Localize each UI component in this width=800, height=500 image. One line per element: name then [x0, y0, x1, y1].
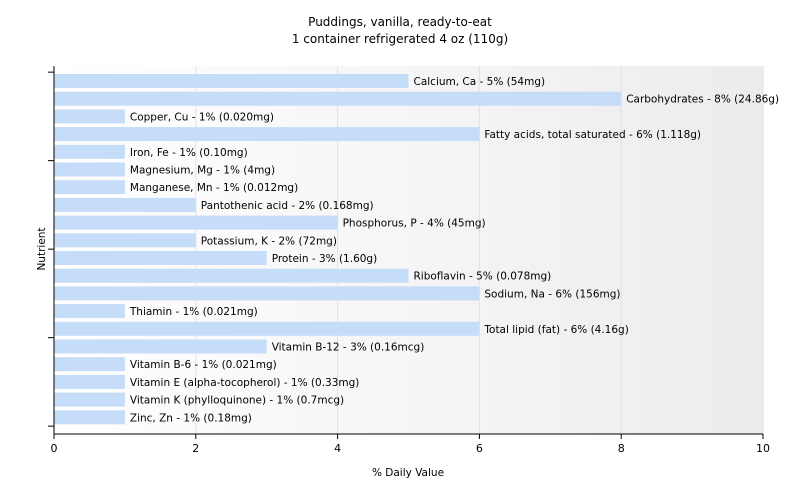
x-tick-label: 6 [476, 442, 483, 455]
bar [54, 286, 480, 301]
bar-label: Magnesium, Mg - 1% (4mg) [130, 165, 275, 177]
x-tick-label: 0 [51, 442, 58, 455]
bar-label: Carbohydrates - 8% (24.86g) [626, 94, 779, 106]
bar [54, 268, 409, 283]
bar [54, 91, 622, 106]
y-axis-title: Nutrient [36, 227, 48, 270]
bar [54, 304, 125, 319]
x-tick-label: 8 [618, 442, 625, 455]
bar [54, 357, 125, 372]
bar-label: Sodium, Na - 6% (156mg) [484, 288, 620, 300]
bar [54, 374, 125, 389]
bar-label: Iron, Fe - 1% (0.10mg) [130, 147, 248, 159]
bar [54, 392, 125, 407]
bar-label: Protein - 3% (1.60g) [272, 253, 378, 265]
bar-label: Vitamin K (phylloquinone) - 1% (0.7mcg) [130, 395, 344, 407]
bar-label: Potassium, K - 2% (72mg) [201, 235, 337, 247]
bar [54, 215, 338, 230]
bar-label: Riboflavin - 5% (0.078mg) [414, 271, 552, 283]
bar-label: Vitamin B-12 - 3% (0.16mcg) [272, 342, 425, 354]
bar [54, 233, 196, 248]
bar-label: Vitamin B-6 - 1% (0.021mg) [130, 359, 277, 371]
x-axis-title: % Daily Value [372, 467, 444, 479]
x-tick-label: 2 [192, 442, 199, 455]
bar-label: Zinc, Zn - 1% (0.18mg) [130, 412, 252, 424]
bar [54, 74, 409, 88]
axes: 0 2 4 6 8 10 [48, 66, 770, 455]
x-tick-label: 10 [756, 442, 770, 455]
bar-label: Thiamin - 1% (0.021mg) [129, 306, 258, 318]
bar [54, 144, 125, 159]
bar-label: Pantothenic acid - 2% (0.168mg) [201, 200, 374, 212]
bar-label: Fatty acids, total saturated - 6% (1.118… [484, 129, 701, 141]
chart-title: Puddings, vanilla, ready-to-eat [308, 15, 492, 29]
bar-label: Calcium, Ca - 5% (54mg) [414, 76, 546, 88]
bar-label: Vitamin E (alpha-tocopherol) - 1% (0.33m… [130, 377, 360, 389]
bar [54, 127, 480, 142]
bar-label: Phosphorus, P - 4% (45mg) [343, 218, 486, 230]
bar [54, 410, 125, 425]
bar [54, 251, 267, 265]
bar [54, 197, 196, 212]
bar-label: Copper, Cu - 1% (0.020mg) [130, 111, 274, 123]
bar-label: Total lipid (fat) - 6% (4.16g) [483, 324, 628, 336]
bars: Calcium, Ca - 5% (54mg) Carbohydrates - 8… [54, 74, 779, 425]
bar-label: Manganese, Mn - 1% (0.012mg) [130, 182, 298, 194]
bar [54, 162, 125, 177]
bar [54, 109, 125, 124]
chart-subtitle: 1 container refrigerated 4 oz (110g) [291, 32, 509, 46]
x-tick-label: 4 [334, 442, 341, 455]
bar [54, 339, 267, 354]
bar [54, 180, 125, 195]
bar [54, 321, 480, 336]
